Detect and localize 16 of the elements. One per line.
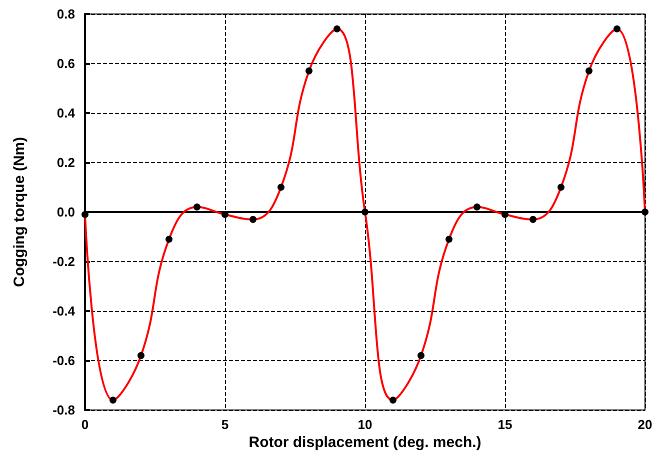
x-tick-label: 5 — [221, 417, 229, 432]
y-tick-label: 0.2 — [56, 155, 75, 170]
y-tick-label: -0.2 — [52, 254, 75, 269]
y-tick-label: 0.0 — [56, 204, 75, 220]
x-tick-label: 20 — [638, 417, 652, 432]
y-tick-label: 0.4 — [56, 106, 76, 120]
y-tick-label: -0.4 — [52, 304, 76, 318]
y-axis-title: Cogging torque (Nm) — [11, 137, 28, 287]
x-tick-label: 0 — [81, 417, 89, 432]
x-tick-label: 15 — [498, 417, 512, 432]
y-tick-label: -0.6 — [52, 353, 75, 368]
y-tick-label: 0.6 — [56, 56, 75, 71]
y-tick-label: 0.8 — [56, 6, 75, 22]
x-tick-label: 10 — [358, 417, 372, 432]
x-axis-title: Rotor displacement (deg. mech.) — [248, 434, 482, 451]
y-tick-label: -0.8 — [52, 402, 75, 418]
